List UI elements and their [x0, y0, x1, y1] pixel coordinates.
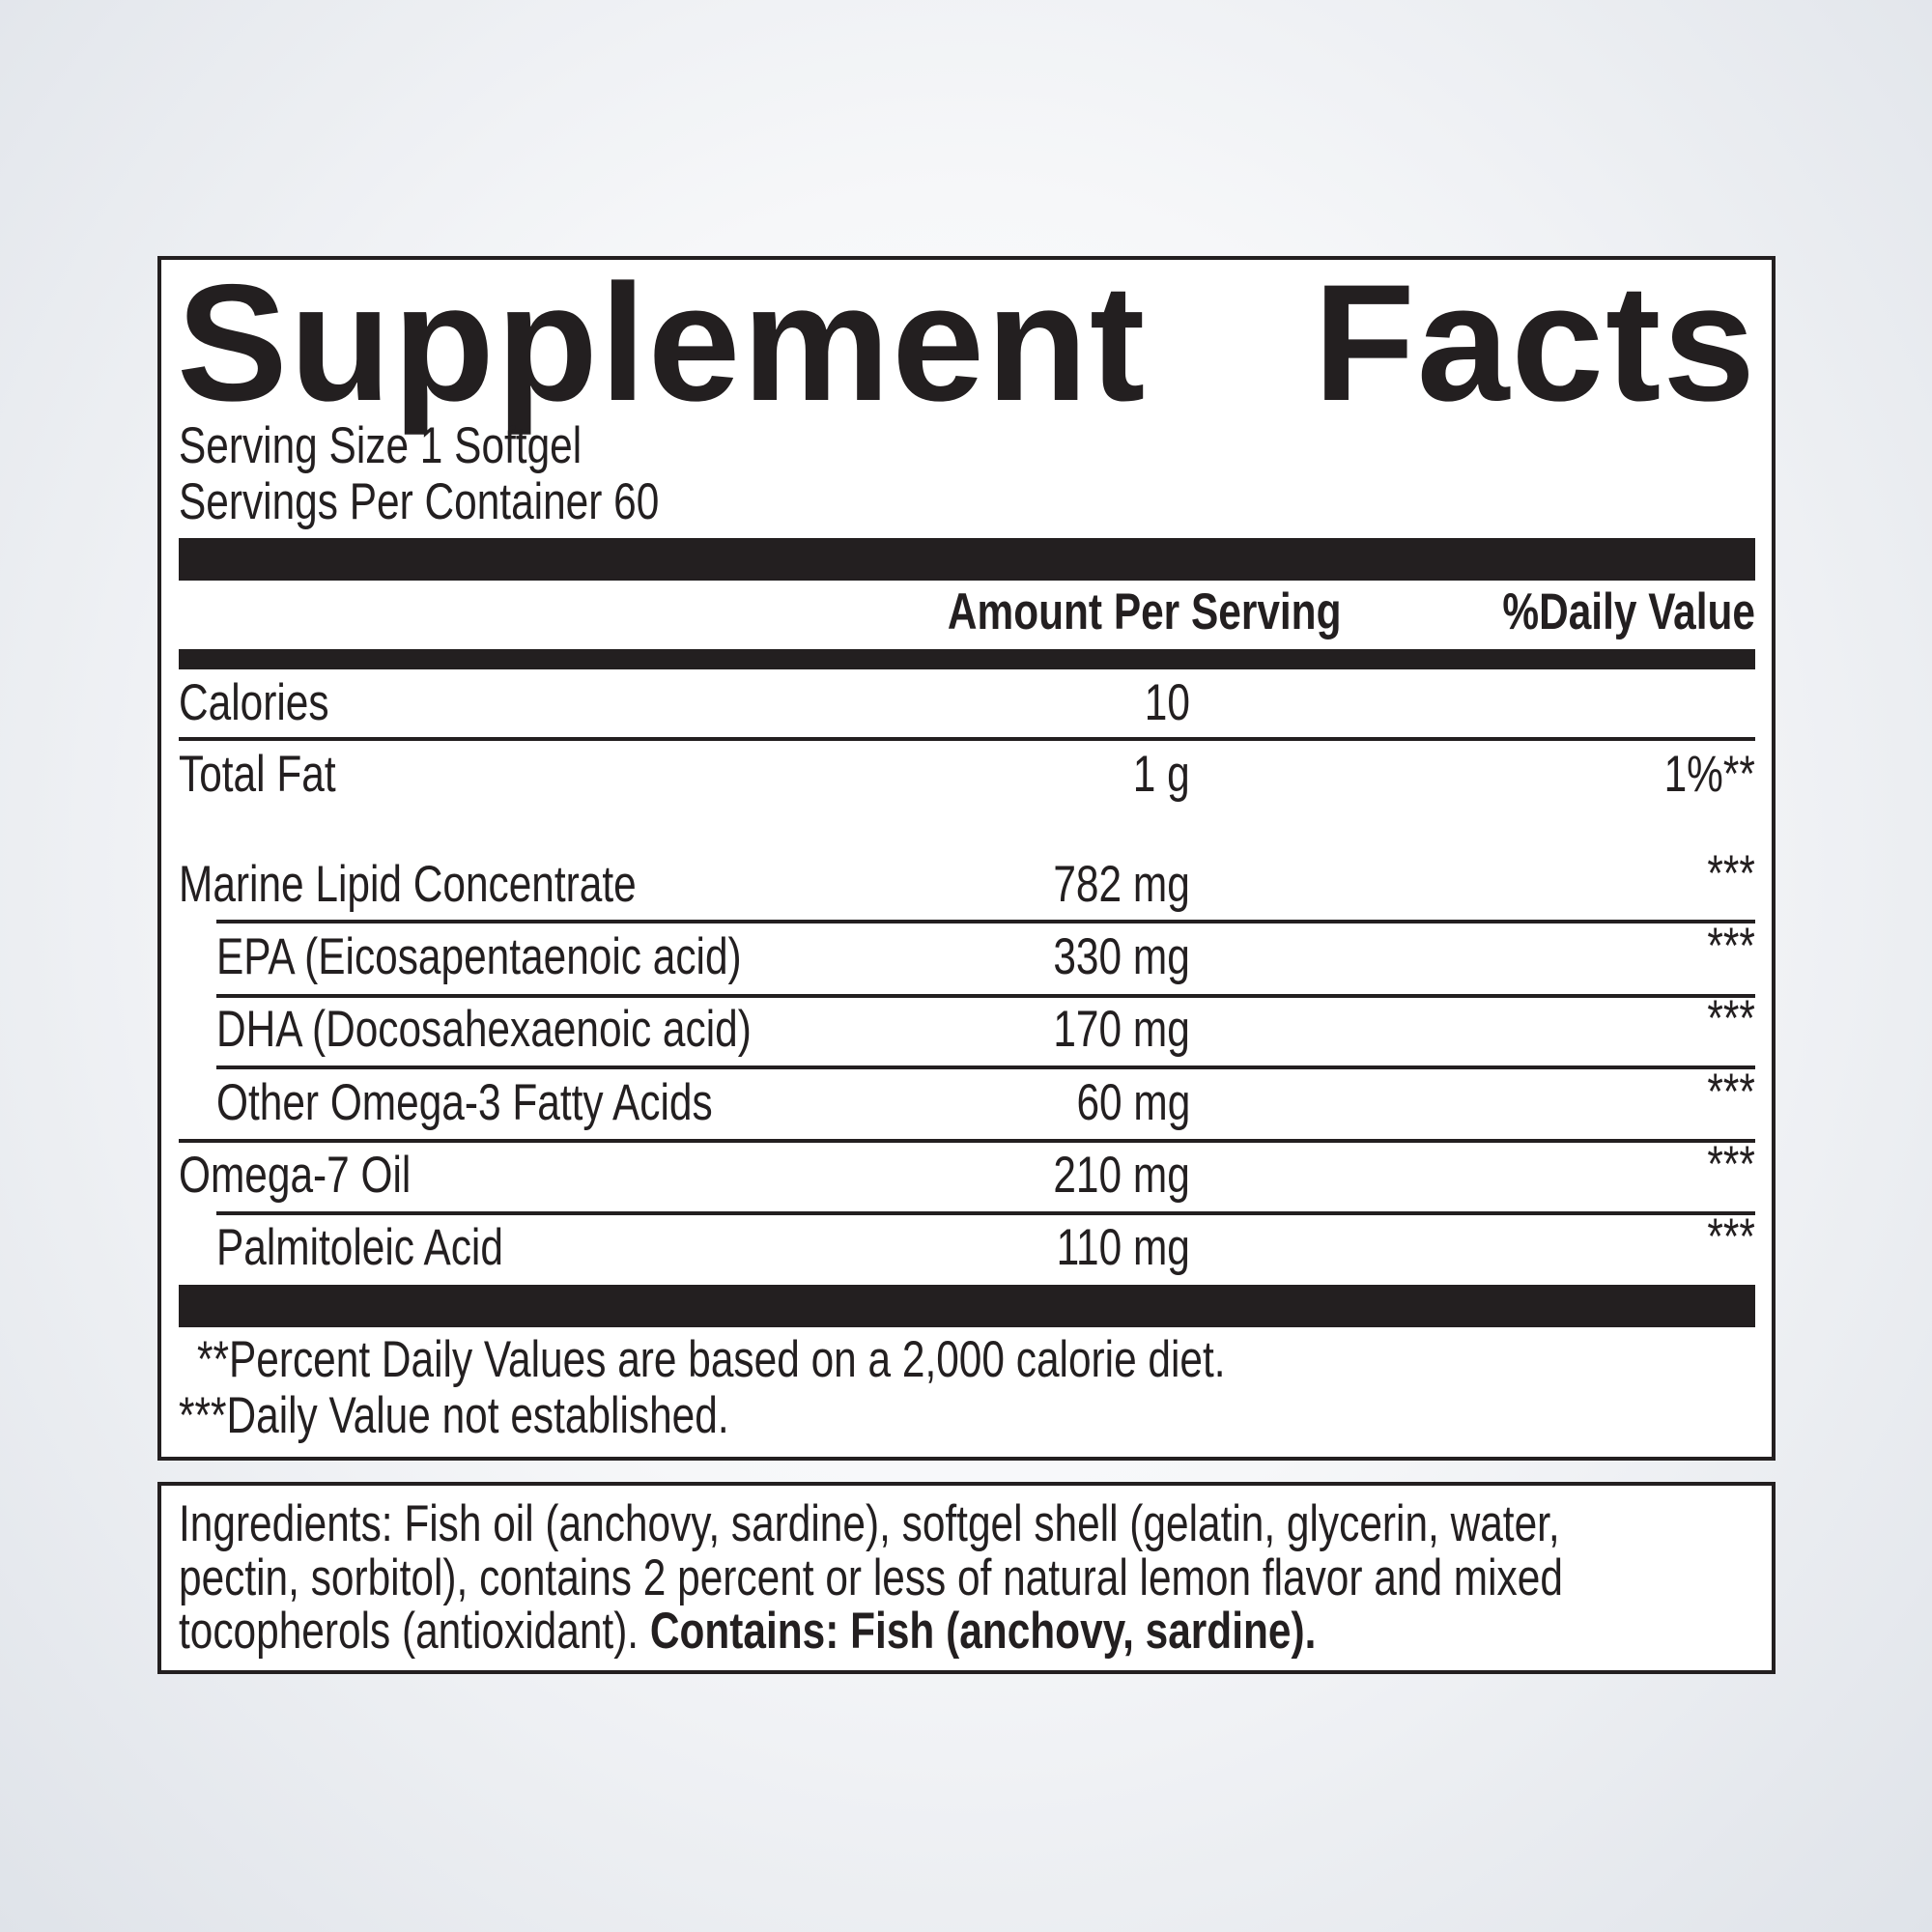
nutrient-name-other-omega-3-fatty-acids: Other Omega-3 Fatty Acids — [216, 1074, 713, 1131]
ingredients-text: tocopherols (antioxidant). — [179, 1603, 650, 1660]
row-divider — [179, 737, 1755, 741]
row-divider — [216, 1065, 1755, 1069]
row-divider — [216, 994, 1755, 998]
nutrient-name-epa-eicosapentaenoic-acid: EPA (Eicosapentaenoic acid) — [216, 928, 742, 985]
nutrient-daily-value: *** — [1707, 1064, 1755, 1122]
serving-size: Serving Size 1 Softgel — [179, 417, 582, 474]
nutrient-amount: 10 — [1144, 674, 1190, 731]
servings-per-container: Servings Per Container 60 — [179, 473, 660, 530]
row-divider — [216, 1211, 1755, 1215]
nutrient-amount: 210 mg — [1053, 1147, 1190, 1204]
divider-thick — [179, 538, 1755, 581]
ingredients-line: Ingredients: Fish oil (anchovy, sardine)… — [179, 1495, 1560, 1552]
nutrient-amount: 782 mg — [1053, 856, 1190, 913]
nutrient-amount: 110 mg — [1056, 1219, 1190, 1276]
nutrient-name-calories: Calories — [179, 674, 329, 731]
row-divider — [216, 920, 1755, 923]
ingredients-line: tocopherols (antioxidant). Contains: Fis… — [179, 1603, 1316, 1661]
footnote-daily-values: **Percent Daily Values are based on a 2,… — [197, 1331, 1226, 1388]
nutrient-daily-value: *** — [1707, 918, 1755, 976]
divider-thick — [179, 1285, 1755, 1327]
nutrient-name-palmitoleic-acid: Palmitoleic Acid — [216, 1219, 503, 1276]
nutrient-name-dha-docosahexaenoic-acid: DHA (Docosahexaenoic acid) — [216, 1001, 752, 1058]
divider-medium — [179, 649, 1755, 669]
nutrient-amount: 60 mg — [1076, 1074, 1190, 1131]
row-divider — [179, 1139, 1755, 1143]
title-word-supplement: Supplement — [177, 250, 1148, 436]
title-word-facts: Facts — [1313, 250, 1757, 436]
nutrient-daily-value: *** — [1707, 1136, 1755, 1194]
footnote-not-established: ***Daily Value not established. — [179, 1387, 729, 1444]
supplement-facts-panel — [157, 256, 1776, 1461]
nutrient-daily-value: 1%** — [1663, 746, 1755, 803]
nutrient-name-omega-7-oil: Omega-7 Oil — [179, 1147, 412, 1204]
panel-title: Supplement Facts — [177, 250, 1757, 436]
ingredients-panel — [157, 1482, 1776, 1674]
nutrient-name-total-fat: Total Fat — [179, 746, 336, 803]
ingredients-line: pectin, sorbitol), contains 2 percent or… — [179, 1549, 1563, 1606]
nutrient-daily-value: *** — [1707, 990, 1755, 1048]
header-amount: Amount Per Serving — [947, 583, 1341, 640]
nutrient-daily-value: *** — [1707, 845, 1755, 903]
header-daily-value: %Daily Value — [1502, 583, 1755, 640]
nutrient-amount: 1 g — [1133, 746, 1190, 803]
nutrient-daily-value: *** — [1707, 1208, 1755, 1266]
nutrient-amount: 170 mg — [1053, 1001, 1190, 1058]
nutrient-amount: 330 mg — [1053, 928, 1190, 985]
nutrient-name-marine-lipid-concentrate: Marine Lipid Concentrate — [179, 856, 637, 913]
allergen-statement: Contains: Fish (anchovy, sardine). — [649, 1603, 1317, 1660]
